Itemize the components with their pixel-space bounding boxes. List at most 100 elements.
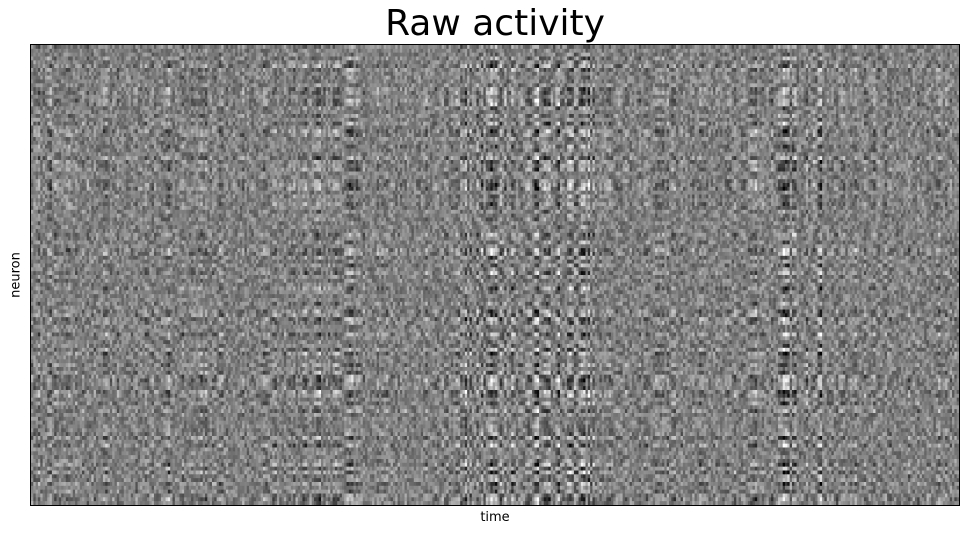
heatmap-cell: [843, 52, 846, 57]
heatmap-cell: [903, 45, 907, 50]
heatmap-cell: [244, 75, 248, 80]
heatmap-cell: [253, 79, 257, 84]
heatmap-cell: [629, 87, 633, 92]
heatmap-cell: [757, 56, 760, 61]
heatmap-cell: [54, 60, 57, 65]
heatmap-cell: [933, 75, 937, 80]
heatmap-cell: [474, 87, 477, 92]
heatmap-cell: [675, 68, 679, 73]
heatmap-cell: [550, 87, 554, 92]
heatmap-cell: [302, 52, 306, 57]
heatmap-cell: [355, 56, 359, 61]
heatmap-cell: [339, 83, 343, 88]
heatmap-cell: [274, 75, 278, 80]
heatmap-cell: [290, 64, 294, 69]
heatmap-cell: [346, 79, 350, 84]
heatmap-cell: [488, 48, 491, 54]
heatmap-cell: [209, 87, 213, 92]
heatmap-cell: [819, 56, 823, 61]
heatmap-cell: [341, 56, 345, 61]
heatmap-cell: [757, 68, 760, 73]
heatmap-cell: [137, 56, 141, 61]
heatmap-cell: [782, 60, 786, 65]
heatmap-cell: [116, 56, 120, 61]
heatmap-cell: [411, 45, 415, 50]
heatmap-cell: [235, 60, 238, 65]
heatmap-cell: [794, 75, 797, 80]
heatmap-cell: [140, 87, 143, 92]
heatmap-cell: [696, 45, 700, 50]
heatmap-cell: [179, 48, 183, 54]
heatmap-cell: [822, 68, 825, 73]
heatmap-cell: [696, 64, 700, 69]
heatmap-cell: [65, 48, 69, 54]
heatmap-cell: [272, 60, 275, 65]
heatmap-cell: [140, 60, 143, 65]
heatmap-cell: [142, 52, 146, 57]
heatmap-cell: [339, 52, 343, 57]
heatmap-cell: [95, 52, 99, 57]
heatmap-cell: [149, 48, 153, 54]
heatmap-cell: [675, 79, 679, 84]
heatmap-cell: [302, 87, 306, 92]
heatmap-cell: [102, 56, 106, 61]
heatmap-cell: [833, 60, 837, 65]
heatmap-cell: [553, 45, 556, 50]
heatmap-cell: [209, 75, 213, 80]
heatmap-cell: [898, 45, 902, 50]
heatmap-cell: [425, 45, 429, 50]
heatmap-cell: [144, 52, 148, 57]
heatmap-cell: [843, 79, 846, 84]
heatmap-cell: [221, 64, 224, 69]
heatmap-cell: [562, 87, 565, 92]
heatmap-cell: [796, 71, 800, 77]
heatmap-cell: [300, 60, 303, 65]
heatmap-cell: [63, 64, 67, 69]
heatmap-cell: [172, 75, 176, 80]
heatmap-cell: [949, 87, 953, 92]
heatmap-cell: [439, 91, 443, 96]
heatmap-cell: [218, 48, 222, 54]
heatmap-cell: [425, 48, 429, 54]
heatmap-cell: [191, 64, 194, 69]
heatmap-cell: [875, 71, 879, 77]
heatmap-cell: [720, 79, 723, 84]
heatmap-cell: [924, 71, 927, 77]
heatmap-cell: [606, 60, 610, 65]
heatmap-cell: [128, 87, 132, 92]
heatmap-cell: [557, 87, 561, 92]
heatmap-cell: [95, 91, 99, 96]
heatmap-cell: [910, 75, 913, 80]
heatmap-cell: [89, 64, 92, 69]
heatmap-cell: [321, 91, 324, 96]
heatmap-cell: [351, 87, 354, 92]
heatmap-cell: [418, 52, 422, 57]
heatmap-cell: [921, 71, 925, 77]
heatmap-cell: [49, 45, 53, 50]
heatmap-cell: [95, 64, 99, 69]
heatmap-cell: [901, 71, 904, 77]
heatmap-cell: [727, 79, 730, 84]
heatmap-cell: [102, 79, 106, 84]
heatmap-cell: [35, 48, 39, 54]
heatmap-cell: [747, 83, 751, 88]
heatmap-cell: [634, 52, 637, 57]
heatmap-cell: [942, 48, 946, 54]
heatmap-cell: [462, 71, 466, 77]
heatmap-cell: [701, 79, 705, 84]
heatmap-cell: [251, 79, 255, 84]
heatmap-cell: [655, 75, 658, 80]
heatmap-cell: [701, 68, 705, 73]
heatmap-cell: [490, 75, 494, 80]
heatmap-cell: [193, 83, 197, 88]
heatmap-cell: [44, 68, 48, 73]
heatmap-cell: [606, 87, 610, 92]
heatmap-cell: [617, 71, 621, 77]
heatmap-cell: [564, 87, 568, 92]
heatmap-cell: [873, 48, 876, 54]
heatmap-cell: [898, 79, 902, 84]
heatmap-cell: [715, 87, 719, 92]
heatmap-cell: [31, 83, 34, 88]
heatmap-cell: [587, 52, 591, 57]
heatmap-cell: [747, 71, 751, 77]
